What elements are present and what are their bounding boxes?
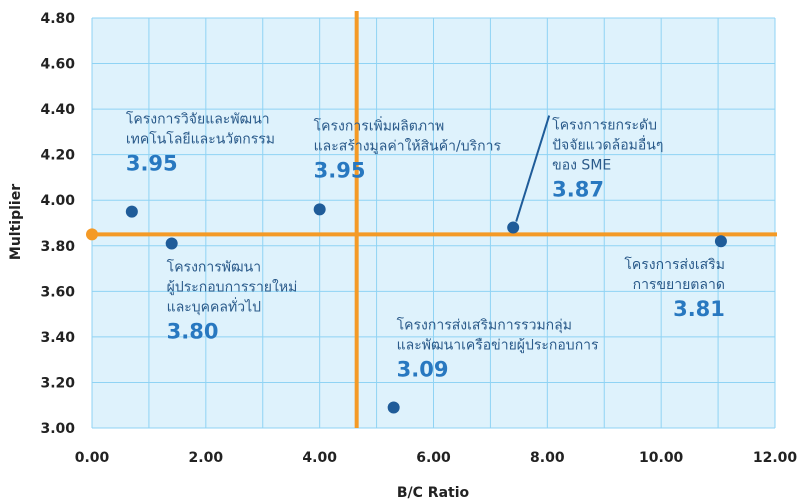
point-label: ผู้ประกอบการรายใหม่ [167, 279, 298, 296]
data-point [387, 401, 400, 414]
x-tick-label: 10.00 [639, 450, 684, 466]
point-value-label: 3.81 [673, 297, 725, 321]
point-value-label: 3.87 [552, 178, 604, 202]
point-label: โครงการส่งเสริมการรวมกลุ่ม [397, 317, 572, 334]
point-label: และบุคคลทั่วไป [167, 298, 261, 316]
x-tick-label: 6.00 [416, 450, 451, 466]
y-tick-label: 3.00 [40, 421, 75, 437]
point-label: ปัจจัยแวดล้อมอื่นๆ [552, 136, 663, 154]
point-label: ของ SME [552, 158, 611, 174]
y-tick-label: 4.80 [40, 11, 75, 27]
x-tick-label: 0.00 [75, 450, 110, 466]
point-label: และพัฒนาเครือข่ายผู้ประกอบการ [397, 338, 599, 354]
point-label: และสร้างมูลค่าให้สินค้า/บริการ [314, 137, 502, 154]
x-tick-label: 8.00 [530, 450, 565, 466]
point-value-label: 3.80 [167, 320, 219, 344]
data-point [507, 221, 520, 234]
reference-line-origin-marker [86, 228, 98, 241]
point-label: โครงการวิจัยและพัฒนา [126, 111, 270, 128]
data-point [313, 203, 326, 216]
x-tick-label: 4.00 [302, 450, 337, 466]
point-label: โครงการส่งเสริม [624, 256, 725, 273]
point-label: การขยายตลาด [633, 277, 725, 293]
y-tick-label: 3.40 [40, 330, 75, 346]
leader-line [515, 115, 551, 222]
point-value-label: 3.09 [397, 358, 449, 382]
point-value-label: 3.95 [314, 158, 366, 182]
reference-lines [86, 11, 777, 428]
point-value-label: 3.95 [126, 152, 178, 176]
tick-labels: 3.00 3.20 3.40 3.60 3.80 4.00 4.20 4.40 4.60 4.80… [40, 11, 797, 466]
x-tick-label: 12.00 [753, 450, 798, 466]
grid [91, 17, 776, 429]
annotations: โครงการวิจัยและพัฒนาเทคโนโลยีและนวัตกรรม… [126, 111, 725, 382]
point-label: โครงการเพิ่มผลิตภาพ [314, 116, 445, 134]
y-tick-label: 3.20 [40, 375, 75, 391]
y-tick-label: 3.60 [40, 284, 75, 300]
point-label: โครงการยกระดับ [552, 117, 657, 134]
data-points [125, 203, 727, 414]
y-tick-label: 4.20 [40, 148, 75, 164]
point-label: เทคโนโลยีและนวัตกรรม [126, 131, 275, 148]
x-axis-title: B/C Ratio [397, 485, 470, 501]
y-tick-label: 3.80 [40, 239, 75, 255]
y-tick-label: 4.00 [40, 193, 75, 209]
data-point [714, 235, 727, 248]
data-point [165, 237, 178, 250]
y-axis-title: Multiplier [8, 184, 24, 260]
point-label: โครงการพัฒนา [167, 259, 261, 276]
data-point [125, 205, 138, 218]
y-tick-label: 4.60 [40, 57, 75, 73]
x-tick-label: 2.00 [189, 450, 224, 466]
y-tick-label: 4.40 [40, 102, 75, 118]
